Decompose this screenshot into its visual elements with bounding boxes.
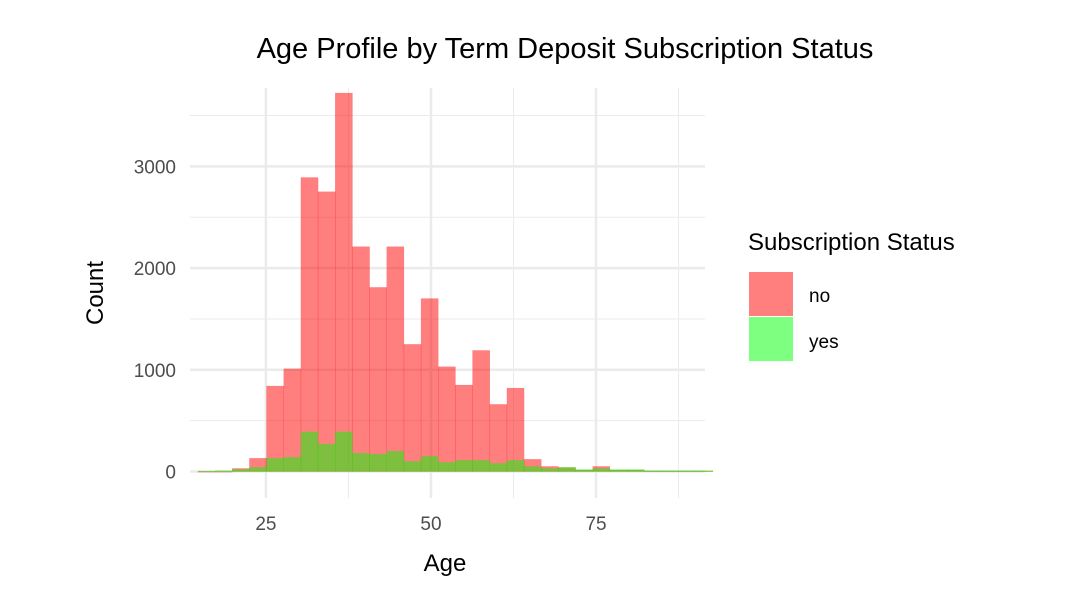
histogram-bar-yes — [197, 470, 216, 472]
legend-key-yes — [749, 317, 793, 361]
y-tick-label: 1000 — [134, 361, 176, 382]
series-yes-bars — [197, 431, 714, 472]
histogram-bar-yes — [678, 470, 697, 472]
histogram-bar-no — [489, 404, 508, 472]
histogram-bar-no — [335, 92, 353, 472]
histogram-bar-yes — [369, 454, 388, 472]
histogram-bar-yes — [300, 431, 319, 472]
histogram-bar-yes — [317, 443, 336, 472]
y-tick-label: 3000 — [134, 157, 176, 178]
x-axis-ticks: 25 50 75 — [255, 514, 606, 535]
histogram-bar-yes — [214, 470, 233, 472]
histogram-bar-yes — [455, 460, 473, 472]
y-tick-label: 2000 — [134, 259, 176, 280]
histogram-bar-no — [420, 298, 439, 472]
y-axis-title: Count — [82, 261, 109, 325]
histogram-bar-yes — [335, 431, 353, 472]
histogram-bar-yes — [420, 456, 439, 472]
histogram-bar-no — [352, 246, 370, 472]
histogram-bar-no — [455, 384, 473, 472]
series-no-bars — [197, 92, 714, 473]
histogram-bar-yes — [489, 463, 508, 472]
histogram-bar-yes — [232, 469, 250, 472]
histogram-bar-no — [403, 344, 422, 472]
histogram-bar-yes — [403, 461, 422, 472]
histogram-bar-yes — [644, 470, 662, 472]
histogram-bar-yes — [523, 466, 542, 472]
histogram-bar-yes — [626, 469, 645, 472]
x-axis-title: Age — [424, 550, 467, 577]
histogram-bar-no — [300, 177, 319, 472]
histogram-bar-no — [283, 368, 302, 472]
histogram-bar-yes — [472, 460, 491, 472]
chart-title: Age Profile by Term Deposit Subscription… — [257, 33, 874, 65]
x-tick-label: 50 — [420, 514, 441, 535]
histogram-bar-yes — [575, 469, 594, 472]
y-axis-ticks: 0 1000 2000 3000 — [134, 157, 176, 483]
histogram-bar-yes — [558, 467, 576, 472]
legend-key-no — [749, 272, 793, 316]
histogram-bar-yes — [352, 452, 370, 472]
histogram-bar-no — [369, 287, 388, 472]
histogram-bar-no — [386, 246, 405, 472]
histogram-bar-yes — [386, 450, 405, 472]
legend: Subscription Status no yes — [748, 229, 955, 361]
legend-label-yes: yes — [809, 332, 839, 353]
histogram-bar-yes — [661, 470, 679, 472]
histogram-bar-no — [438, 366, 456, 472]
histogram-bar-yes — [249, 467, 267, 472]
x-tick-label: 75 — [585, 514, 606, 535]
histogram-bar-yes — [266, 458, 285, 472]
histogram-bar-no — [472, 350, 491, 472]
histogram-bar-yes — [541, 468, 559, 472]
x-tick-label: 25 — [255, 514, 276, 535]
histogram-bar-no — [506, 387, 525, 472]
y-tick-label: 0 — [165, 463, 176, 484]
legend-title: Subscription Status — [748, 229, 955, 256]
legend-label-no: no — [809, 286, 830, 307]
histogram-bar-yes — [609, 469, 628, 472]
histogram-bar-yes — [506, 460, 525, 472]
histogram-bar-yes — [283, 457, 302, 472]
histogram-bar-yes — [438, 462, 456, 472]
histogram-bar-yes — [592, 468, 611, 472]
histogram-bar-yes — [695, 470, 714, 472]
histogram-bar-no — [214, 471, 233, 473]
histogram-bar-no — [317, 191, 336, 472]
